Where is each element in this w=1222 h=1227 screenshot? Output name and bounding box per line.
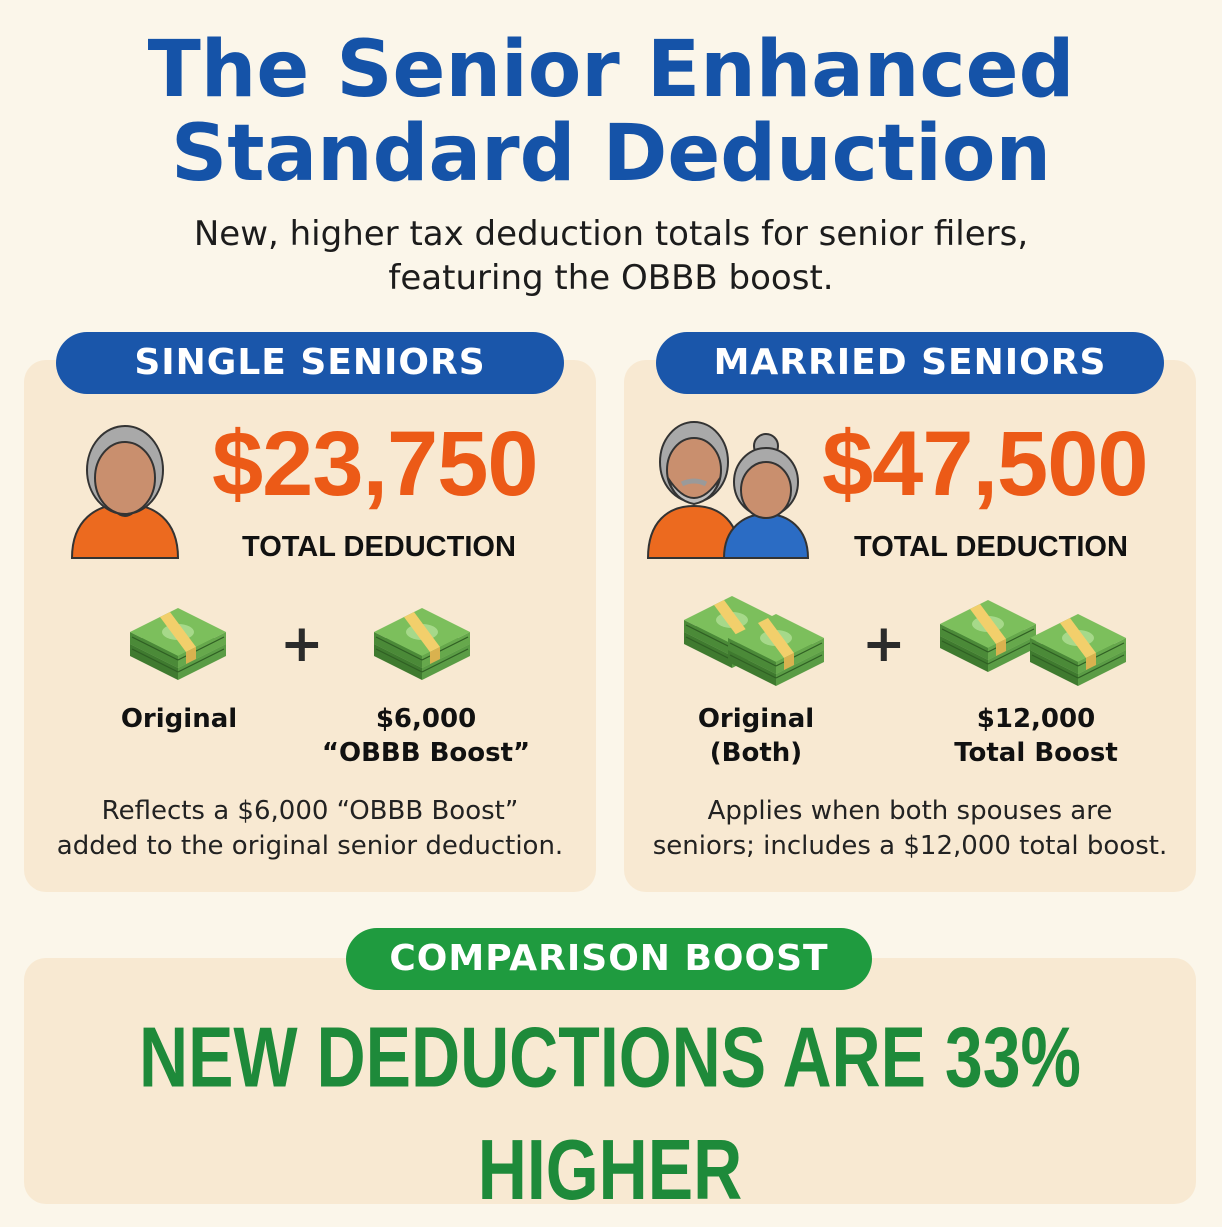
money-stack-icon (130, 607, 227, 681)
married-desc-line-1: Applies when both spouses are (707, 796, 1113, 826)
double-money-stack-icon (940, 599, 1127, 687)
title-line-2: Standard Deduction (171, 109, 1051, 199)
double-money-stack-icon (684, 595, 825, 687)
subtitle-line-2: featuring the OBBB boost. (388, 258, 834, 298)
title-line-1: The Senior Enhanced (147, 25, 1075, 115)
married-original-note: (Both) (709, 738, 803, 768)
single-total-label: TOTAL DEDUCTION (242, 531, 516, 563)
married-boost-label: $12,000 Total Boost (926, 702, 1146, 770)
money-stack-icon (374, 607, 471, 681)
single-description: Reflects a $6,000 “OBBB Boost” added to … (24, 794, 596, 864)
married-seniors-heading: MARRIED SENIORS (656, 332, 1164, 394)
page-title: The Senior Enhanced Standard Deduction (0, 28, 1222, 196)
married-original-label: Original (Both) (674, 702, 838, 770)
single-desc-line-2: added to the original senior deduction. (56, 831, 564, 861)
married-boost-amount: $12,000 (976, 704, 1096, 734)
married-total-label: TOTAL DEDUCTION (854, 531, 1128, 563)
married-desc-line-2: seniors; includes a $12,000 total boost. (652, 831, 1168, 861)
page-subtitle: New, higher tax deduction totals for sen… (0, 212, 1222, 300)
married-original-name: Original (697, 704, 815, 734)
single-seniors-heading: SINGLE SENIORS (56, 332, 564, 394)
married-total-amount: $47,500 (822, 413, 1149, 515)
plus-sign: + (280, 614, 324, 674)
plus-sign: + (862, 614, 906, 674)
comparison-headline: NEW DEDUCTIONS ARE 33% HIGHER (138, 1010, 1082, 1218)
subtitle-line-1: New, higher tax deduction totals for sen… (193, 214, 1029, 254)
single-desc-line-1: Reflects a $6,000 “OBBB Boost” (101, 796, 519, 826)
senior-person-icon (70, 425, 180, 559)
senior-couple-icon (646, 421, 810, 559)
married-boost-name: Total Boost (954, 738, 1118, 768)
single-boost-amount: $6,000 (375, 704, 477, 734)
single-boost-label: $6,000 “OBBB Boost” (310, 702, 542, 770)
single-boost-name: “OBBB Boost” (321, 738, 531, 768)
single-total-amount: $23,750 (212, 413, 539, 515)
single-original-label: Original (120, 704, 238, 734)
married-description: Applies when both spouses are seniors; i… (624, 794, 1196, 864)
comparison-card (24, 958, 1196, 1204)
comparison-heading: COMPARISON BOOST (346, 928, 872, 990)
